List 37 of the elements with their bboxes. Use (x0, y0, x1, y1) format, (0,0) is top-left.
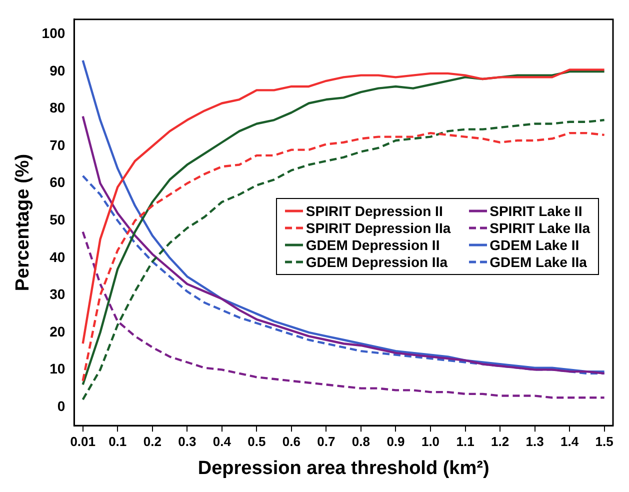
legend-label: SPIRIT Lake IIa (490, 220, 590, 236)
x-tick-label: 1.4 (560, 434, 580, 449)
x-tick-label: 0.4 (212, 434, 232, 449)
x-tick-label: 0.01 (70, 434, 96, 449)
y-tick-label: 90 (50, 62, 66, 78)
x-tick-label: 0.2 (143, 434, 162, 449)
x-tick-label: 0.7 (317, 434, 336, 449)
x-tick-label: 1.2 (490, 434, 510, 449)
y-tick-label: 60 (50, 174, 66, 190)
x-tick-label: 1.0 (421, 434, 440, 449)
x-tick-label: 0.5 (248, 434, 266, 449)
x-tick-label: 0.1 (108, 434, 127, 449)
y-tick-label: 20 (50, 323, 66, 340)
y-tick-label: 0 (57, 398, 66, 414)
x-tick-label: 0.6 (282, 434, 300, 449)
x-tick-label: 1.3 (526, 434, 544, 449)
legend-label: SPIRIT Depression II (306, 203, 443, 219)
x-tick-label: 0.9 (386, 434, 405, 449)
legend-label: GDEM Depression IIa (306, 254, 448, 270)
legend-label: GDEM Lake II (490, 237, 580, 253)
x-tick-label: 0.8 (352, 434, 370, 449)
y-tick-label: 70 (50, 136, 66, 153)
y-axis-title: Percentage (%) (12, 154, 34, 292)
legend-label: SPIRIT Lake II (490, 203, 582, 219)
y-tick-label: 30 (50, 286, 66, 302)
y-tick-label: 10 (50, 360, 66, 377)
x-axis-title: Depression area threshold (km²) (198, 458, 490, 479)
legend-label: GDEM Depression II (306, 237, 440, 253)
x-tick-label: 1.1 (456, 434, 474, 449)
legend-label: GDEM Lake IIa (490, 254, 587, 270)
x-tick-label: 0.3 (178, 434, 196, 449)
y-tick-label: 50 (50, 211, 66, 228)
x-tick-label: 1.5 (595, 434, 614, 449)
y-tick-label: 100 (42, 25, 66, 42)
y-tick-label: 80 (50, 100, 66, 116)
y-tick-label: 40 (50, 248, 66, 265)
legend-label: SPIRIT Depression IIa (306, 220, 451, 236)
